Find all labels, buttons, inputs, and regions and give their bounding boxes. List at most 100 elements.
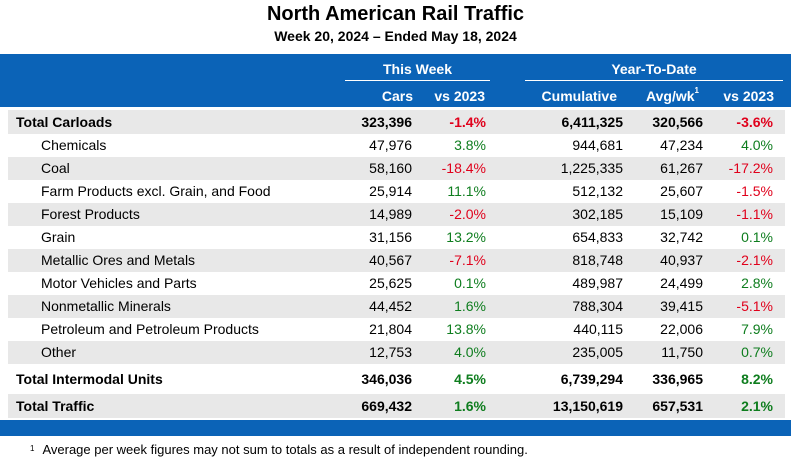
cell-cars: 25,914 [369,183,412,199]
cell-avg: 40,937 [660,252,703,268]
cell-wk-vs: 13.2% [446,229,486,245]
table-row: Total Intermodal Units 346,036 4.5% 6,739,2… [8,364,785,391]
cell-cum: 235,005 [572,344,623,360]
cell-wk-vs: 1.6% [454,398,486,414]
footnote: 1 Average per week figures may not sum to… [30,441,528,459]
col-header-ytd-vs: vs 2023 [723,88,774,104]
table-row: Coal 58,160 -18.4% 1,225,335 61,267 -17.2% [8,157,785,180]
group-header-ytd: Year-To-Date [611,61,697,77]
cell-wk-vs: 4.0% [454,344,486,360]
cell-avg: 15,109 [660,206,703,222]
row-label: Metallic Ores and Metals [41,252,196,268]
report-subtitle: Week 20, 2024 – Ended May 18, 2024 [274,28,517,44]
cell-ytd-vs: 7.9% [741,321,773,337]
avg-wk-footnote-mark: 1 [694,86,699,95]
footnote-text: Average per week figures may not sum to … [42,442,528,457]
cell-wk-vs: 0.1% [454,275,486,291]
cell-cars: 58,160 [369,160,412,176]
row-label: Nonmetallic Minerals [41,298,171,314]
table-footer-band [0,420,791,436]
cell-cars: 12,753 [369,344,412,360]
cell-ytd-vs: 4.0% [741,137,773,153]
cell-avg: 320,566 [652,114,703,130]
cell-ytd-vs: 0.7% [741,344,773,360]
table-row: Petroleum and Petroleum Products 21,804 13… [8,318,785,341]
cell-ytd-vs: 0.1% [741,229,773,245]
cell-avg: 32,742 [660,229,703,245]
table-row: Forest Products 14,989 -2.0% 302,185 15,109 -… [8,203,785,226]
cell-wk-vs: 4.5% [454,371,486,387]
cell-cum: 440,115 [573,321,623,337]
cell-wk-vs: 1.6% [454,298,486,314]
cell-ytd-vs: 2.8% [741,275,773,291]
cell-avg: 657,531 [652,398,703,414]
cell-cars: 25,625 [369,275,412,291]
cell-avg: 22,006 [660,321,703,337]
cell-cars: 323,396 [361,114,412,130]
table-row: Other 12,753 4.0% 235,005 11,750 0.7% [8,341,785,364]
cell-avg: 336,965 [652,371,703,387]
cell-wk-vs: -18.4% [441,160,486,176]
col-header-avg-wk: Avg/wk1 [619,86,699,106]
report-title: North American Rail Traffic [266,3,525,25]
row-label: Motor Vehicles and Parts [41,275,197,291]
cell-avg: 47,234 [660,137,703,153]
cell-wk-vs: 3.8% [454,137,486,153]
cell-wk-vs: -1.4% [449,114,486,130]
row-label: Chemicals [41,137,107,153]
row-label: Coal [41,160,70,176]
table-row: Metallic Ores and Metals 40,567 -7.1% 818,7… [8,249,785,272]
cell-ytd-vs: 2.1% [741,398,773,414]
cell-cars: 31,156 [369,229,412,245]
cell-avg: 24,499 [660,275,703,291]
col-header-cars: Cars [381,88,413,104]
table-row: Total Traffic 669,432 1.6% 13,150,619 657,53… [8,391,785,418]
cell-cars: 21,804 [369,321,412,337]
group-underline-ytd [525,80,783,81]
cell-cum: 654,833 [572,229,623,245]
cell-ytd-vs: -1.1% [736,206,773,222]
row-label: Total Carloads [16,114,113,130]
col-header-cumulative: Cumulative [541,88,617,104]
cell-cars: 346,036 [361,371,412,387]
cell-cum: 818,748 [572,252,623,268]
cell-cum: 1,225,335 [560,160,623,176]
avg-wk-label: Avg/wk [646,88,695,104]
cell-ytd-vs: 8.2% [741,371,773,387]
cell-wk-vs: -7.1% [449,252,486,268]
group-underline-this-week [345,80,490,81]
table-row: Chemicals 47,976 3.8% 944,681 47,234 4.0% [8,134,785,157]
cell-ytd-vs: -2.1% [736,252,773,268]
cell-cum: 6,411,325 [561,114,623,130]
cell-cum: 788,304 [572,298,623,314]
cell-avg: 11,750 [661,344,703,360]
cell-cum: 512,132 [572,183,623,199]
cell-wk-vs: 11.1% [447,183,486,199]
row-label: Forest Products [41,206,140,222]
cell-wk-vs: 13.8% [446,321,486,337]
cell-ytd-vs: -5.1% [736,298,773,314]
table-row: Nonmetallic Minerals 44,452 1.6% 788,304 39,… [8,295,785,318]
cell-ytd-vs: -1.5% [736,183,773,199]
cell-avg: 25,607 [660,183,703,199]
cell-avg: 39,415 [660,298,703,314]
cell-cars: 669,432 [361,398,412,414]
cell-cars: 44,452 [369,298,412,314]
cell-cars: 47,976 [369,137,412,153]
cell-cum: 13,150,619 [552,398,623,414]
footnote-mark: 1 [30,444,35,453]
table-row: Total Carloads 323,396 -1.4% 6,411,325 320,5… [8,110,785,134]
cell-wk-vs: -2.0% [449,206,486,222]
row-label: Total Intermodal Units [16,371,163,387]
cell-cum: 302,185 [572,206,623,222]
table-row: Grain 31,156 13.2% 654,833 32,742 0.1% [8,226,785,249]
cell-cars: 14,989 [369,206,412,222]
col-header-week-vs: vs 2023 [434,88,485,104]
cell-cars: 40,567 [369,252,412,268]
group-header-this-week: This Week [383,61,452,77]
row-label: Grain [41,229,76,245]
row-label: Total Traffic [16,398,95,414]
cell-ytd-vs: -3.6% [736,114,773,130]
cell-cum: 489,987 [572,275,623,291]
cell-ytd-vs: -17.2% [728,160,773,176]
